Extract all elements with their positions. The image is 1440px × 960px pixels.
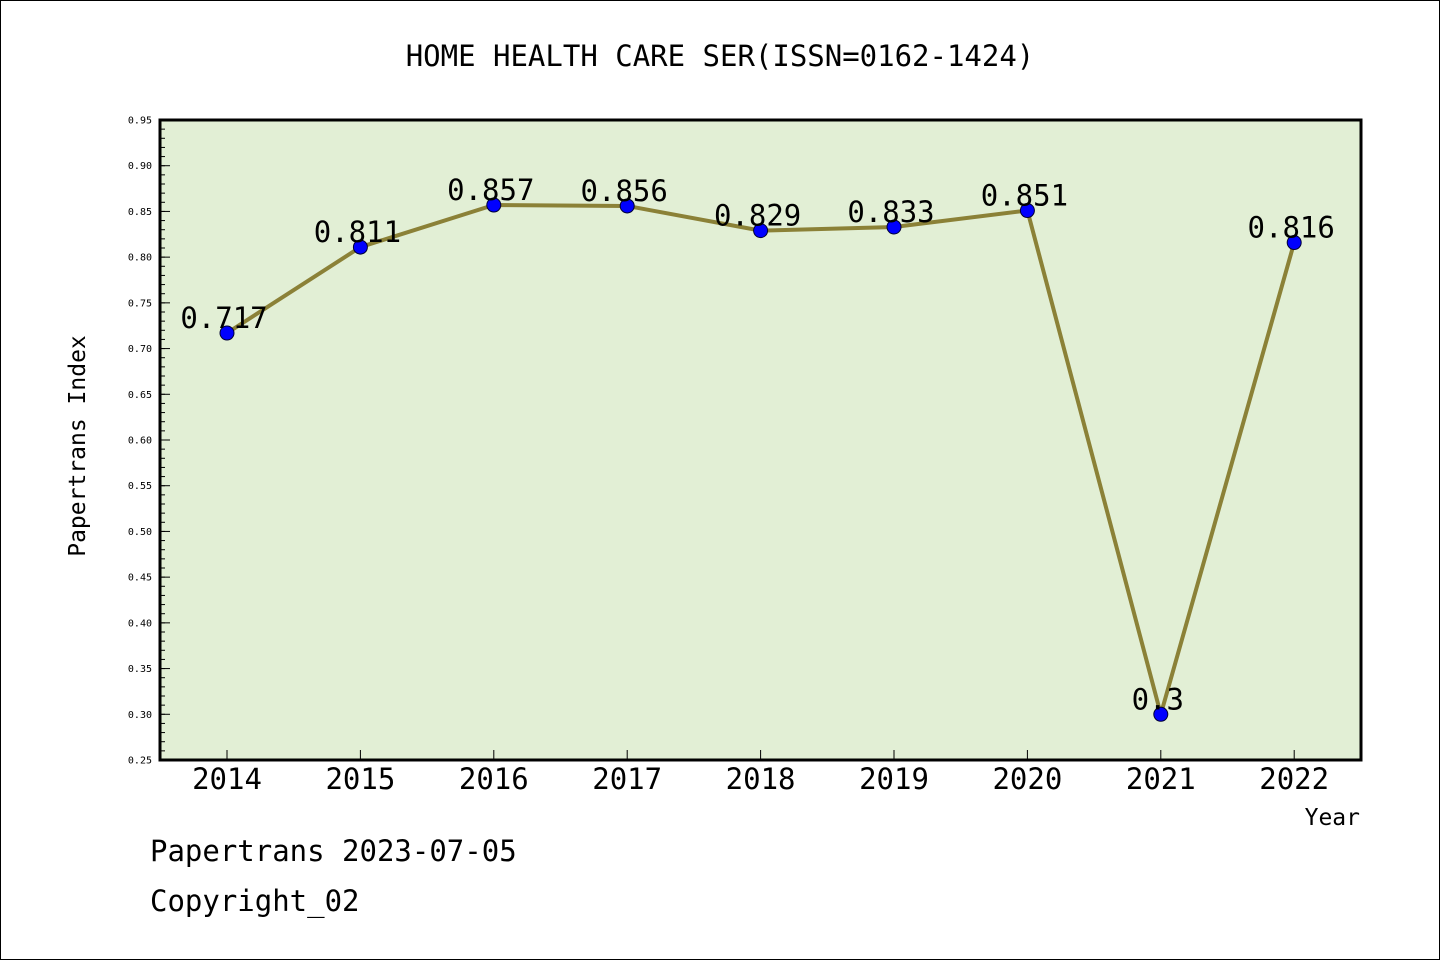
x-tick-label: 2020	[992, 762, 1062, 796]
data-point	[1286, 235, 1302, 251]
data-label: 0.816	[1248, 211, 1335, 245]
data-label: 0.833	[847, 195, 934, 229]
data-point	[1019, 203, 1035, 219]
y-tick-label: 0.65	[128, 390, 152, 401]
y-tick-label: 0.60	[128, 436, 152, 447]
y-tick-label: 0.90	[128, 161, 152, 172]
y-tick-label: 0.75	[128, 298, 152, 309]
data-point	[619, 198, 635, 214]
y-tick-label: 0.80	[128, 253, 152, 264]
x-tick-label: 2015	[325, 762, 395, 796]
data-markers	[219, 197, 1302, 722]
x-tick-label: 2021	[1126, 762, 1196, 796]
data-point	[352, 239, 368, 255]
data-point	[886, 219, 902, 235]
chart-title: HOME HEALTH CARE SER(ISSN=0162-1424)	[406, 39, 1035, 73]
data-label: 0.3	[1132, 682, 1184, 716]
x-tick-label: 2018	[726, 762, 796, 796]
data-label: 0.856	[581, 174, 668, 208]
x-axis-label: Year	[1305, 805, 1360, 831]
footer-copyright: Copyright_02	[150, 884, 360, 918]
data-label: 0.829	[714, 199, 801, 233]
data-label: 0.851	[981, 179, 1068, 213]
x-tick-label: 2016	[459, 762, 529, 796]
y-tick-label: 0.55	[128, 481, 152, 492]
data-label: 0.857	[447, 173, 534, 207]
y-tick-label: 0.30	[128, 710, 152, 721]
data-label: 0.717	[180, 301, 267, 335]
plot-border	[158, 118, 1363, 762]
y-tick-label: 0.70	[128, 344, 152, 355]
data-labels: 0.717 0.811 0.857 0.856 0.829 0.833 0.851 0.3 0.…	[180, 173, 1335, 716]
y-tick-label: 0.40	[128, 618, 152, 629]
data-point	[753, 223, 769, 239]
footer-date-line: Papertrans 2023-07-05	[150, 834, 517, 868]
x-tick-label: 2019	[859, 762, 929, 796]
x-tick-label: 2017	[592, 762, 662, 796]
x-tick-label: 2022	[1259, 762, 1329, 796]
y-axis-label: Papertrans Index	[65, 335, 91, 557]
x-tick-label: 2014	[192, 762, 262, 796]
data-point	[486, 197, 502, 213]
y-tick-label: 0.85	[128, 207, 152, 218]
y-tick-label: 0.45	[128, 573, 152, 584]
x-axis-ticks: 2014 2015 2016 2017 2018 2019 2020 2021 2022	[192, 750, 1329, 796]
data-point	[1153, 706, 1169, 722]
y-axis-ticks: 0.25 0.30 0.35 0.40 0.45 0.50 0.55 0.60 0.65 0.70…	[128, 116, 170, 767]
y-tick-label: 0.25	[128, 756, 152, 767]
y-tick-label: 0.95	[128, 116, 152, 127]
y-tick-label: 0.50	[128, 527, 152, 538]
data-label: 0.811	[314, 215, 401, 249]
y-tick-label: 0.35	[128, 664, 152, 675]
data-point	[219, 325, 235, 341]
